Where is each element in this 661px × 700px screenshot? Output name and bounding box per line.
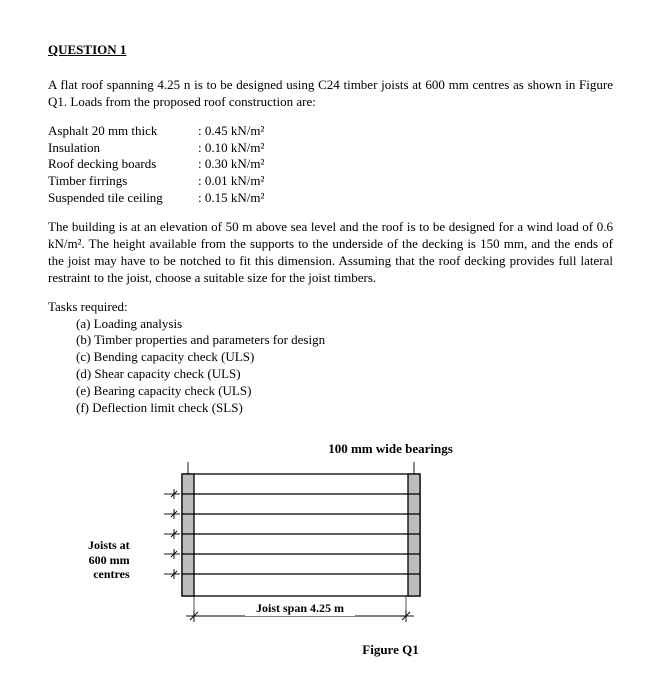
load-value: : 0.15 kN/m² <box>198 190 264 207</box>
load-value-text: 0.30 kN/m² <box>205 156 265 171</box>
task-item: (c) Bending capacity check (ULS) <box>76 349 613 366</box>
tasks-list: (a) Loading analysis (b) Timber properti… <box>76 316 613 417</box>
roof-diagram: Joist span 4.25 m <box>134 462 434 632</box>
load-row: Roof decking boards : 0.30 kN/m² <box>48 156 613 173</box>
task-item: (d) Shear capacity check (ULS) <box>76 366 613 383</box>
question-title: QUESTION 1 <box>48 42 613 59</box>
bearing-label: 100 mm wide bearings <box>168 441 613 458</box>
load-value: : 0.30 kN/m² <box>198 156 264 173</box>
load-row: Asphalt 20 mm thick : 0.45 kN/m² <box>48 123 613 140</box>
loads-table: Asphalt 20 mm thick : 0.45 kN/m² Insulat… <box>48 123 613 207</box>
diagram-row: Joists at 600 mm centres Joist span 4.25… <box>88 462 613 632</box>
tasks-heading: Tasks required: <box>48 299 613 316</box>
load-value: : 0.10 kN/m² <box>198 140 264 157</box>
load-label: Suspended tile ceiling <box>48 190 198 207</box>
joist-label-line: 600 mm <box>88 553 130 567</box>
intro-paragraph: A flat roof spanning 4.25 n is to be des… <box>48 77 613 111</box>
load-value-text: 0.45 kN/m² <box>205 123 265 138</box>
context-paragraph: The building is at an elevation of 50 m … <box>48 219 613 287</box>
load-row: Insulation : 0.10 kN/m² <box>48 140 613 157</box>
figure-area: 100 mm wide bearings Joists at 600 mm ce… <box>48 437 613 659</box>
load-value: : 0.01 kN/m² <box>198 173 264 190</box>
load-value: : 0.45 kN/m² <box>198 123 264 140</box>
load-value-text: 0.10 kN/m² <box>205 140 265 155</box>
load-label: Asphalt 20 mm thick <box>48 123 198 140</box>
load-row: Timber firrings : 0.01 kN/m² <box>48 173 613 190</box>
load-row: Suspended tile ceiling : 0.15 kN/m² <box>48 190 613 207</box>
joist-side-label: Joists at 600 mm centres <box>88 512 134 581</box>
task-item: (b) Timber properties and parameters for… <box>76 332 613 349</box>
load-value-text: 0.01 kN/m² <box>205 173 265 188</box>
load-value-text: 0.15 kN/m² <box>205 190 265 205</box>
svg-text:Joist span 4.25 m: Joist span 4.25 m <box>256 601 344 615</box>
figure-caption: Figure Q1 <box>168 642 613 659</box>
task-item: (f) Deflection limit check (SLS) <box>76 400 613 417</box>
task-item: (a) Loading analysis <box>76 316 613 333</box>
task-item: (e) Bearing capacity check (ULS) <box>76 383 613 400</box>
joist-label-line: centres <box>88 567 130 581</box>
joist-label-line: Joists at <box>88 538 130 552</box>
load-label: Timber firrings <box>48 173 198 190</box>
load-label: Insulation <box>48 140 198 157</box>
load-label: Roof decking boards <box>48 156 198 173</box>
